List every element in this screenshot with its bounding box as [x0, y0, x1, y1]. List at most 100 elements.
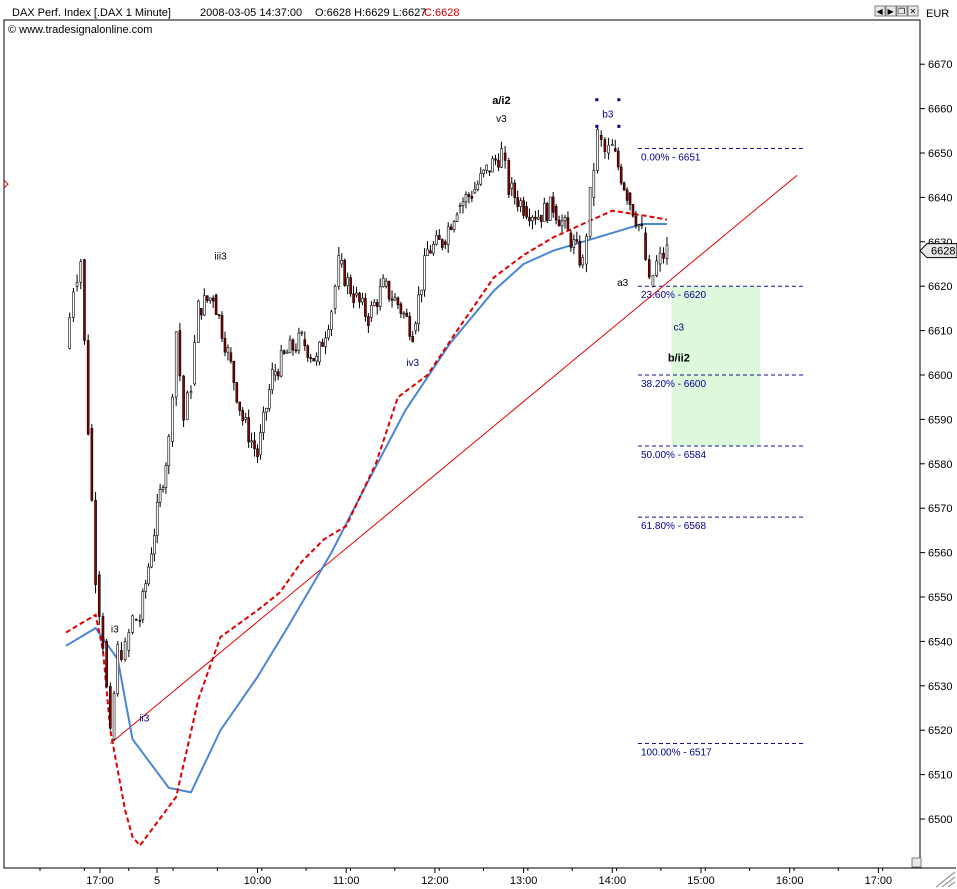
- x-tick-label: 12:00: [421, 875, 449, 887]
- candle-body: [247, 417, 250, 443]
- y-tick-label: 6640: [928, 192, 952, 204]
- candle-body: [303, 339, 307, 347]
- x-tick-label: 15:00: [687, 875, 715, 887]
- left-arrow-icon[interactable]: [874, 5, 886, 17]
- candle-body: [68, 317, 71, 349]
- target-zone-layer: [671, 286, 761, 447]
- candle-body: [244, 417, 247, 420]
- wave-label: i3: [111, 625, 119, 636]
- last-price-marker: [919, 243, 957, 259]
- candle-body: [607, 144, 610, 154]
- right-arrow-icon[interactable]: [885, 5, 897, 17]
- candle-body: [270, 369, 274, 391]
- candle-body: [367, 316, 370, 326]
- header-ohlc: O:6628 H:6629 L:6627: [315, 7, 426, 19]
- wave-label: c3: [674, 323, 685, 334]
- candle-body: [665, 244, 669, 259]
- wave-label: a3: [617, 278, 629, 289]
- y-tick-label: 6510: [928, 770, 952, 782]
- candle-body: [349, 277, 352, 295]
- candle-body: [647, 259, 651, 278]
- candle-body: [211, 297, 215, 302]
- candle-body: [229, 352, 233, 362]
- plot-area[interactable]: [3, 19, 921, 869]
- candle-body: [327, 329, 330, 339]
- candle-body: [200, 308, 203, 316]
- ma-slow-line: [65, 223, 667, 794]
- right-arrow-glyph: ▶: [888, 7, 895, 16]
- close-glyph: ✕: [910, 7, 917, 16]
- candle-body: [262, 411, 265, 433]
- candle-body: [455, 214, 459, 222]
- candle-body: [232, 361, 236, 383]
- candle-body: [120, 649, 123, 660]
- close-icon[interactable]: [907, 5, 919, 17]
- candle-body: [171, 396, 174, 442]
- candle-body: [408, 316, 412, 337]
- candle-body: [631, 204, 635, 217]
- wave-label: a/i2: [492, 95, 510, 107]
- wave-label: iv3: [406, 358, 419, 369]
- y-tick-label: 6650: [928, 148, 952, 160]
- resize-grip-icon[interactable]: [935, 871, 956, 888]
- y-tick-label: 6600: [928, 370, 952, 382]
- candle-body: [197, 300, 200, 343]
- fib-label: 38.20% - 6600: [641, 379, 706, 390]
- candle-body: [464, 194, 468, 203]
- candle-body: [578, 240, 582, 266]
- candle-body: [426, 248, 429, 256]
- y-tick-label: 6660: [928, 104, 952, 116]
- candle-body: [138, 620, 142, 622]
- candle-body: [640, 224, 644, 226]
- candle-body: [361, 297, 364, 303]
- candle-body: [276, 371, 280, 377]
- y-axis-area: [920, 20, 956, 868]
- candle-body: [97, 574, 101, 617]
- candle-body: [588, 187, 592, 237]
- candle-body: [637, 224, 641, 227]
- wave-label: iii3: [214, 252, 227, 263]
- candle-body: [220, 315, 224, 339]
- candle-body: [440, 239, 444, 248]
- candle-body: [473, 189, 477, 194]
- restore-icon[interactable]: [896, 5, 908, 17]
- candle-body: [123, 641, 127, 660]
- candle-body: [141, 591, 145, 620]
- candle-body: [585, 235, 588, 265]
- candle-body: [90, 427, 94, 501]
- candle-body: [155, 501, 159, 536]
- candle-body: [178, 330, 182, 377]
- candle-body: [79, 261, 83, 283]
- candle-body: [208, 297, 212, 301]
- scroll-corner-button[interactable]: [911, 857, 922, 868]
- candle-body: [461, 201, 465, 206]
- candle-body: [147, 566, 150, 585]
- candle-body: [399, 303, 403, 314]
- candle-body: [330, 311, 333, 330]
- candle-body: [182, 375, 185, 421]
- candle-body: [315, 356, 318, 362]
- candle-body: [658, 252, 662, 265]
- candle-body: [513, 182, 517, 198]
- candle-body: [109, 686, 112, 729]
- candle-body: [443, 241, 447, 245]
- candle-body: [449, 226, 453, 230]
- candle-body: [560, 220, 564, 227]
- candle-body: [387, 280, 391, 300]
- y-tick-label: 6570: [928, 503, 952, 515]
- candle-body: [282, 350, 286, 354]
- candle-body: [217, 314, 221, 316]
- y-tick-label: 6580: [928, 459, 952, 471]
- candle-body: [150, 553, 153, 568]
- candle-body: [381, 277, 385, 288]
- last-price-label: 6628: [931, 246, 955, 258]
- wave-marker-dot: [617, 98, 621, 102]
- candle-body: [396, 297, 400, 306]
- candle-body: [112, 693, 116, 740]
- candle-body: [94, 499, 97, 586]
- candle-body: [599, 134, 603, 140]
- candle-body: [265, 407, 268, 413]
- candle-body: [491, 158, 494, 173]
- candle-body: [205, 295, 209, 301]
